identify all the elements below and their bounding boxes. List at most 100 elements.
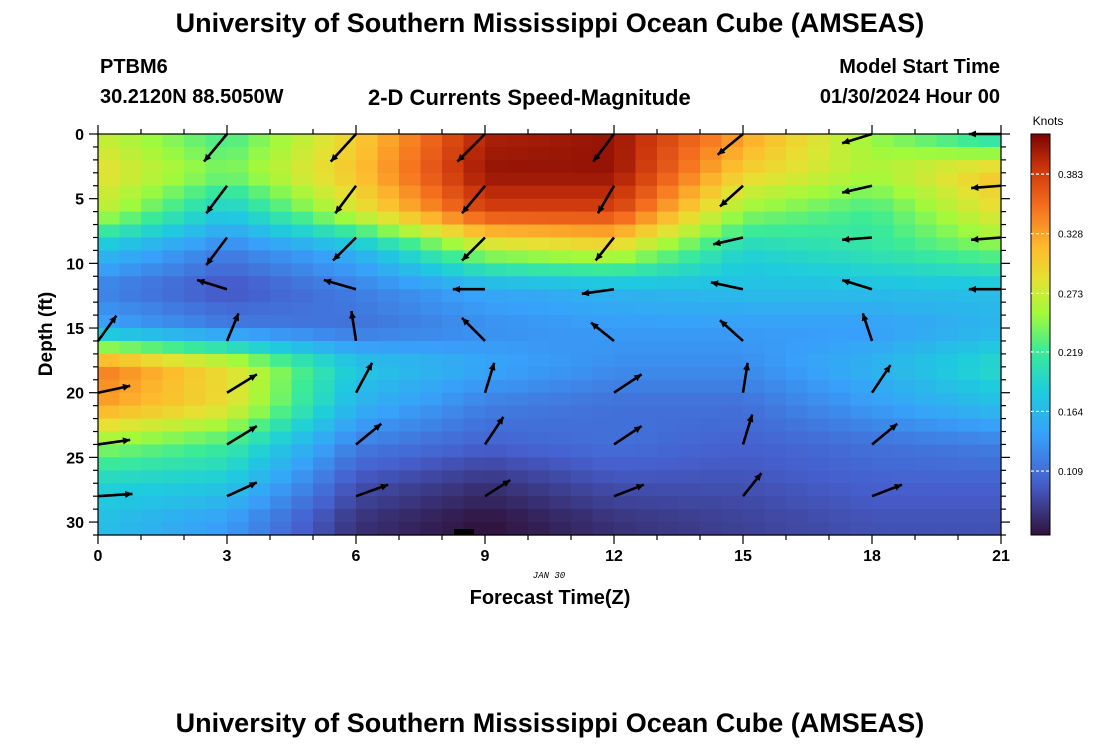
heatmap-cell [850,198,873,213]
heatmap-cell [721,224,744,239]
heatmap-cell [786,522,809,536]
heatmap-cell [270,405,293,420]
heatmap-cell [463,496,486,510]
heatmap-cell [571,353,594,368]
heatmap-cell [442,211,465,226]
heatmap-cell [528,483,551,497]
heatmap-cell [291,509,314,523]
heatmap-cell [528,263,551,277]
heatmap-cell [270,146,293,161]
heatmap-cell [635,457,658,471]
heatmap-cell [270,418,293,433]
heatmap-cell [764,379,787,394]
heatmap-cell [764,172,787,187]
heatmap-cell [141,496,164,510]
heatmap-cell [592,457,615,471]
heatmap-cell [205,496,228,510]
heatmap-cell [291,496,314,510]
heatmap-cell [485,289,508,303]
heatmap-cell [205,185,228,200]
heatmap-cell [657,340,680,355]
heatmap-cell [549,405,572,420]
heatmap-cell [678,328,701,342]
heatmap-cell [700,302,723,316]
heatmap-cell [700,392,723,407]
current-arrow [323,278,357,291]
heatmap-cell [549,146,572,161]
heatmap-cell [872,509,895,523]
heatmap-cell [119,444,142,458]
heatmap-cell [764,185,787,200]
heatmap-cell [528,470,551,484]
heatmap-cell [442,405,465,420]
heatmap-cell [571,198,594,213]
heatmap-cell [657,172,680,187]
heatmap-cell [657,146,680,161]
heatmap-cell [915,134,938,148]
heatmap-cell [377,146,400,161]
heatmap-cell [721,470,744,484]
heatmap-cell [764,224,787,239]
heatmap-cell [377,405,400,420]
heatmap-cell [829,263,852,277]
heatmap-cell [829,509,852,523]
heatmap-cell [270,457,293,471]
heatmap-cell [915,198,938,213]
current-arrow [97,490,133,498]
current-arrow [842,235,873,243]
heatmap-cell [377,302,400,316]
heatmap-cell [119,185,142,200]
heatmap-cell [141,405,164,420]
heatmap-cell [270,289,293,303]
heatmap-cell [291,198,314,213]
heatmap-cell [678,340,701,355]
heatmap-cell [786,315,809,329]
heatmap-cell [485,509,508,523]
heatmap-cell [162,379,185,394]
heatmap-cell [98,302,121,316]
heatmap-cell [979,366,1002,381]
heatmap-cell [420,405,443,420]
heatmap-cell [420,159,443,174]
heatmap-cell [248,353,271,368]
heatmap-cell [248,185,271,200]
heatmap-cell [506,405,529,420]
heatmap-cell [528,289,551,303]
heatmap-cell [248,302,271,316]
heatmap-cell [205,418,228,433]
heatmap-cell [571,172,594,187]
heatmap-cell [485,172,508,187]
heatmap-cell [399,366,422,381]
current-arrow [968,285,1001,293]
heatmap-cell [936,366,959,381]
heatmap-cell [700,172,723,187]
heatmap-cell [958,198,981,213]
heatmap-cell [119,211,142,226]
heatmap-cell [98,250,121,264]
heatmap-cell [334,496,357,510]
heatmap-cell [334,328,357,342]
x-axis-label: Forecast Time(Z) [470,587,631,609]
heatmap-cell [635,276,658,290]
heatmap-cell [700,379,723,394]
current-arrow [741,414,754,445]
heatmap-cell [291,302,314,316]
heatmap-cell [850,418,873,433]
heatmap-cell [506,211,529,226]
heatmap-cell [549,483,572,497]
heatmap-cell [979,198,1002,213]
heatmap-cell [291,134,314,148]
heatmap-cell [399,146,422,161]
heatmap-cell [485,134,508,148]
heatmap-cell [334,340,357,355]
heatmap-cell [205,353,228,368]
heatmap-cell [743,496,766,510]
heatmap-cell [721,302,744,316]
heatmap-cell [313,211,336,226]
heatmap-cell [743,172,766,187]
heatmap-cell [506,276,529,290]
heatmap-cell [635,134,658,148]
heatmap-cell [399,392,422,407]
heatmap-cell [98,276,121,290]
heatmap-cell [248,250,271,264]
